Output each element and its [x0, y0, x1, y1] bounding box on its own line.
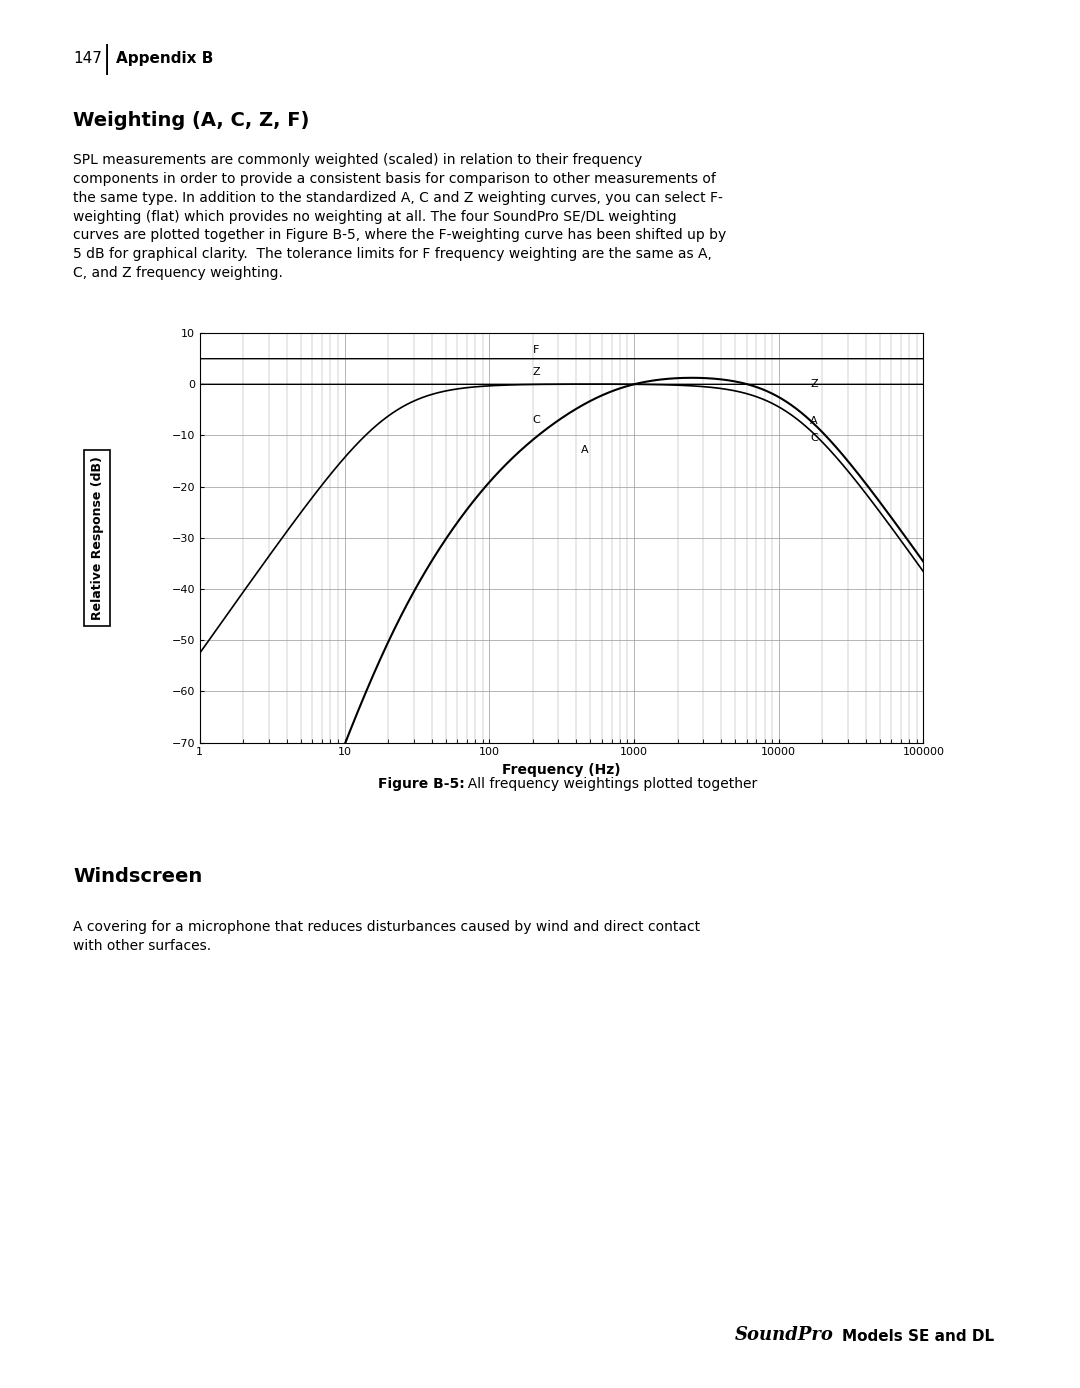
Text: A: A	[581, 446, 589, 455]
Text: Z: Z	[532, 366, 540, 378]
Text: A: A	[810, 416, 818, 426]
Text: C: C	[810, 433, 818, 443]
Text: Models SE and DL: Models SE and DL	[842, 1328, 995, 1344]
Text: F: F	[532, 344, 539, 354]
Text: A covering for a microphone that reduces disturbances caused by wind and direct : A covering for a microphone that reduces…	[73, 920, 701, 954]
Text: C: C	[532, 415, 541, 425]
Text: 147: 147	[73, 51, 103, 67]
Text: Appendix B: Appendix B	[116, 51, 213, 67]
Text: All frequency weightings plotted together: All frequency weightings plotted togethe…	[459, 777, 757, 791]
Text: Z: Z	[810, 379, 818, 389]
X-axis label: Frequency (Hz): Frequency (Hz)	[502, 763, 621, 777]
Text: Relative Response (dB): Relative Response (dB)	[91, 455, 104, 620]
Text: Windscreen: Windscreen	[73, 868, 203, 887]
Text: SPL measurements are commonly weighted (scaled) in relation to their frequency
c: SPL measurements are commonly weighted (…	[73, 153, 727, 280]
Text: Weighting (A, C, Z, F): Weighting (A, C, Z, F)	[73, 111, 310, 130]
Text: Figure B-5:: Figure B-5:	[378, 777, 464, 791]
Text: SoundPro: SoundPro	[734, 1326, 834, 1344]
